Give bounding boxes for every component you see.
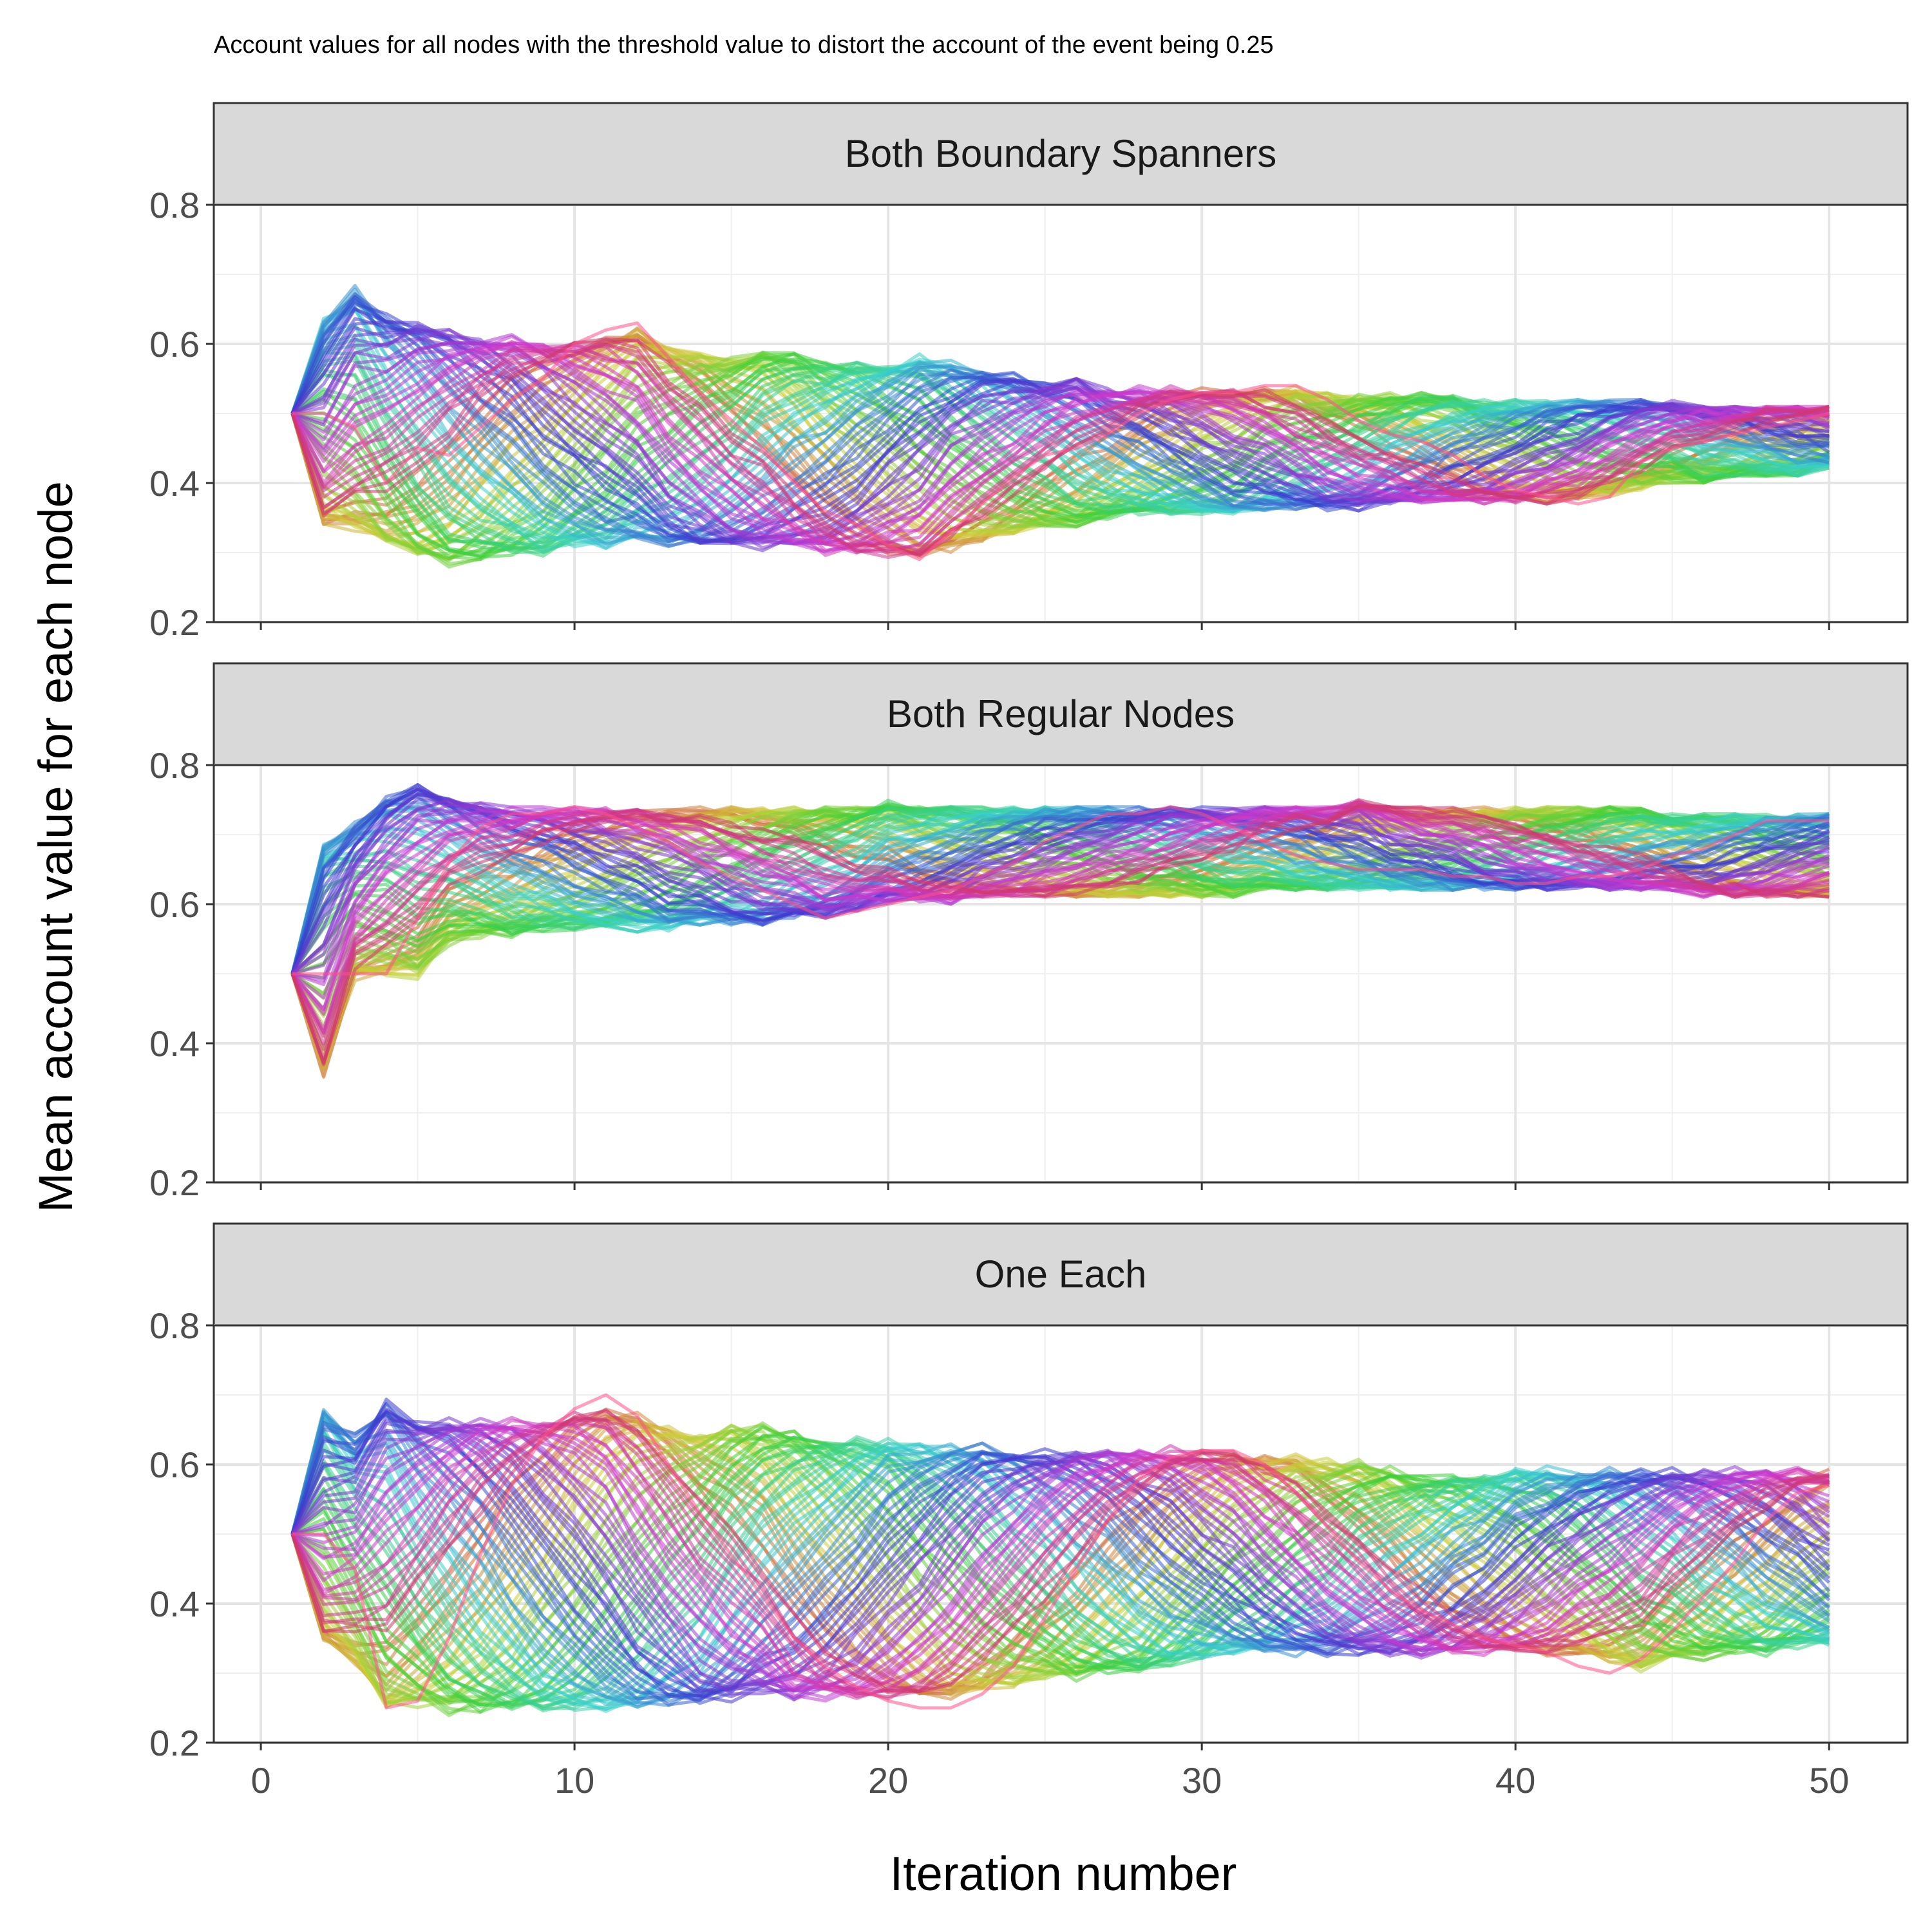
series-line: [290, 1412, 1830, 1701]
strip-label: One Each: [975, 1253, 1147, 1296]
x-tick-label: 50: [1809, 1760, 1849, 1801]
panel-1: Both Boundary Spanners 0.2 0.4 0.6 0.8: [149, 102, 1909, 643]
x-tick-label: 10: [554, 1760, 594, 1801]
strip-label: Both Regular Nodes: [887, 692, 1235, 735]
series-group: [290, 782, 1830, 1079]
series-group: [290, 1393, 1831, 1718]
y-tick-label: 0.8: [149, 185, 200, 225]
y-tick-label: 0.6: [149, 884, 200, 925]
series-line: [290, 798, 1830, 1016]
series-line-highlight: [292, 1393, 1830, 1710]
panel-border: [213, 764, 1909, 1184]
series-line: [291, 323, 1830, 545]
x-tick-label: 20: [868, 1760, 908, 1801]
y-tick-label: 0.2: [149, 602, 200, 643]
series-line: [290, 337, 1830, 557]
y-tick-label: 0.2: [149, 1723, 200, 1763]
series-line: [291, 1425, 1830, 1700]
series-line: [290, 287, 1830, 545]
series-line-highlight: [292, 321, 1830, 562]
panel-border: [213, 204, 1909, 623]
y-tick-label: 0.4: [149, 1023, 200, 1064]
series-line: [291, 1443, 1830, 1708]
panel-2: Both Regular Nodes 0.2 0.4 0.6 0.8: [149, 662, 1909, 1203]
panel-border: [213, 1324, 1909, 1744]
series-line: [290, 804, 1830, 1065]
series-line: [290, 805, 1830, 1016]
series-line: [290, 1410, 1830, 1707]
series-line: [290, 1416, 1830, 1694]
strip-label: Both Boundary Spanners: [845, 132, 1276, 175]
strip-background: [213, 1222, 1909, 1327]
series-line: [290, 341, 1830, 559]
y-axis-title: Mean account value for each node: [29, 481, 82, 1212]
x-tick-label: 30: [1182, 1760, 1222, 1801]
strip-background: [213, 102, 1909, 206]
series-line-highlight: [292, 805, 1830, 976]
series-line: [291, 1425, 1830, 1701]
y-tick-label: 0.4: [149, 1584, 200, 1624]
series-line: [290, 798, 1830, 1065]
y-tick-label: 0.6: [149, 1444, 200, 1485]
x-tick-label: 40: [1495, 1760, 1535, 1801]
series-line: [290, 1419, 1830, 1693]
y-tick-label: 0.2: [149, 1162, 200, 1203]
series-line: [292, 1422, 1830, 1692]
strip-background: [213, 662, 1909, 766]
y-tick-label: 0.8: [149, 1305, 200, 1346]
series-line: [290, 1413, 1830, 1707]
y-tick-label: 0.4: [149, 463, 200, 504]
chart-subtitle: Account values for all nodes with the th…: [214, 32, 1274, 59]
x-axis-title: Iteration number: [890, 1847, 1237, 1900]
panel-3: One Each 0.2 0.4 0.6 0.8 0 10 20 30 40 50: [149, 1222, 1909, 1801]
series-line: [292, 1423, 1830, 1693]
y-tick-label: 0.6: [149, 324, 200, 365]
series-group: [290, 283, 1830, 569]
series-line: [290, 1437, 1830, 1711]
x-tick-label: 0: [251, 1760, 270, 1801]
series-line: [290, 343, 1830, 558]
y-tick-label: 0.8: [149, 745, 200, 786]
series-line: [290, 1410, 1830, 1693]
